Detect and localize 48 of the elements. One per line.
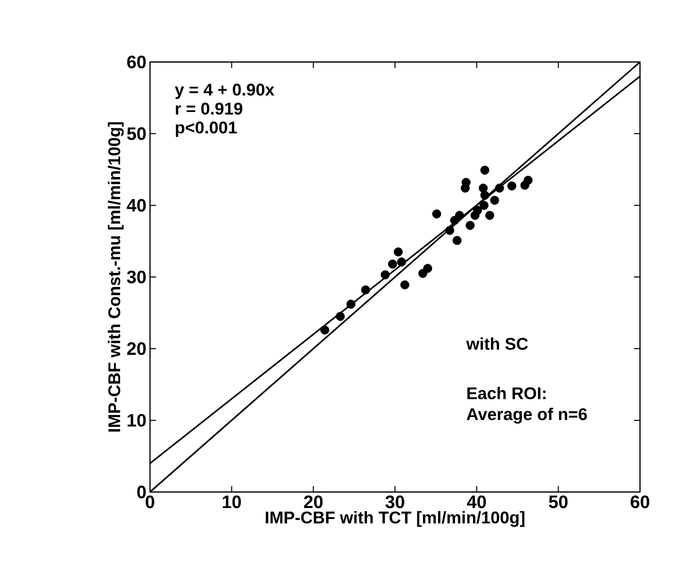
y-tick-label: 40 (126, 198, 146, 212)
point (466, 220, 475, 230)
point (455, 210, 464, 220)
point (320, 326, 330, 335)
point (480, 190, 490, 200)
annotation: Each ROI: (467, 386, 546, 400)
point (346, 300, 356, 309)
y-tick-label: 30 (126, 270, 146, 284)
y-tick-label: 0 (137, 486, 146, 498)
point (397, 257, 406, 266)
point (336, 312, 345, 321)
point (388, 260, 398, 269)
x-tick-label: 60 (630, 495, 650, 508)
point (452, 236, 462, 245)
x-tick-label: 40 (466, 495, 486, 508)
point (507, 181, 516, 190)
point (423, 264, 432, 273)
point (462, 178, 471, 187)
annotation: with SC (466, 337, 528, 350)
y-tick-label: 10 (128, 414, 146, 427)
point (432, 209, 442, 218)
point (480, 200, 489, 210)
point (380, 270, 390, 280)
point (478, 184, 488, 193)
annotation: y = 4 + 0.90x (174, 84, 274, 100)
point (394, 247, 403, 256)
annotation: p<0.001 (176, 122, 237, 137)
y-tick-label: 50 (127, 127, 146, 140)
y-tick-label: 20 (127, 342, 146, 355)
x-tick-label: 30 (385, 495, 404, 508)
x-tick-label: 0 (146, 495, 154, 508)
x-tick-label: 10 (222, 495, 241, 508)
annotation: r = 0.919 (176, 102, 242, 115)
point (361, 285, 370, 294)
annotation: Average of n=6 (466, 408, 587, 424)
y-tick-label: 60 (127, 56, 146, 68)
point (524, 176, 533, 185)
point (490, 196, 500, 205)
y-axis-title: IMP-CBF with Const.-mu [ml/min/100g] (108, 122, 124, 432)
point (470, 210, 480, 220)
point (445, 226, 454, 235)
x-tick-label: 20 (304, 495, 323, 508)
point (480, 166, 490, 175)
x-axis-title: IMP-CBF with TCT [ml/min/100g] (266, 511, 524, 527)
point (400, 280, 410, 290)
x-tick-label: 50 (548, 495, 568, 508)
point (485, 210, 494, 220)
point (495, 184, 504, 193)
